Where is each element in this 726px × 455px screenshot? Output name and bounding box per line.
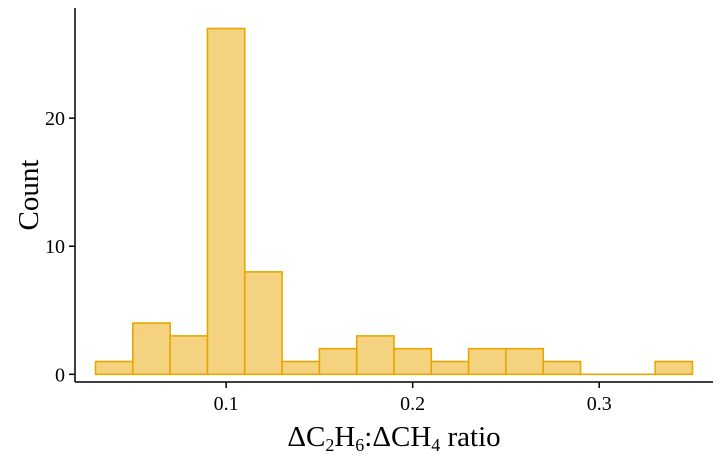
y-tick-label: 20 [45,108,65,130]
histogram-bar-2 [169,335,209,376]
histogram-bar-10 [467,347,507,376]
histogram-bar-6 [318,347,358,376]
y-tick-label: 10 [45,236,65,258]
x-tick-label: 0.1 [214,393,239,415]
histogram-bar-9 [430,360,470,376]
histogram-bar-3 [206,27,246,376]
histogram-bar-1 [132,322,171,376]
x-tick-label: 0.3 [587,393,612,415]
histogram-bar-11 [505,347,545,376]
x-tick-label: 0.2 [400,393,425,415]
y-axis-title: Count [13,160,45,231]
histogram-bar-7 [355,335,395,376]
y-axis-ticks: 0 10 20 [45,108,75,386]
histogram-bar-0 [94,360,134,376]
histogram-bar-15 [654,360,694,376]
x-axis-ticks: 0.1 0.2 0.3 [214,382,612,415]
histogram-bar-12 [542,360,582,376]
histogram-bar-4 [243,271,283,376]
x-axis-title: ΔC2H6:ΔCH4 ratio [287,421,500,455]
histogram-bar-5 [281,360,321,376]
y-tick-label: 0 [55,364,65,386]
histogram-bars [94,27,694,376]
histogram-bar-8 [393,347,433,376]
